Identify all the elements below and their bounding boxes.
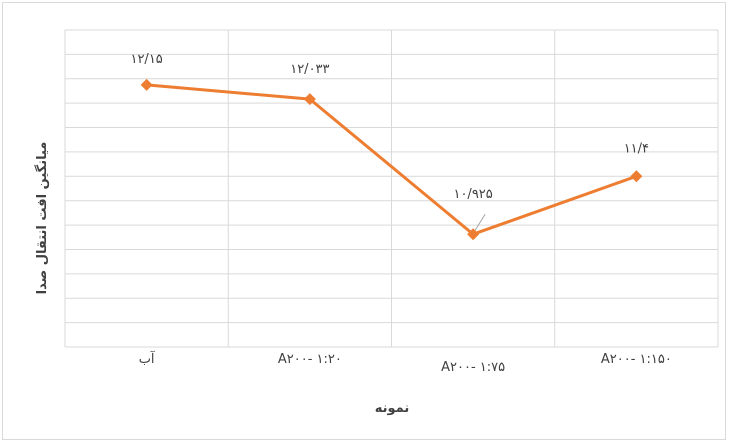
data-label: ۱۲/۰۳۳ (290, 62, 329, 77)
x-tick-label: آب (139, 350, 156, 367)
x-tick-label: A۲۰۰- ۱:۱۵۰ (601, 352, 672, 367)
data-label: ۱۲/۱۵ (130, 52, 162, 67)
gridlines (65, 30, 718, 347)
x-tick-labels: آب A۲۰۰- ۱:۲۰ A۲۰۰- ۱:۷۵ A۲۰۰- ۱:۱۵۰ (139, 350, 672, 375)
x-tick-label: A۲۰۰- ۱:۷۵ (441, 360, 505, 375)
data-point-marker (630, 170, 642, 182)
y-axis-title: میانگین افت انتقال صدا (34, 142, 50, 295)
x-axis-title: نمونه (375, 401, 410, 416)
x-tick-label: A۲۰۰- ۱:۲۰ (278, 352, 342, 367)
data-label: ۱۰/۹۲۵ (453, 187, 492, 202)
data-label-leaders (475, 214, 485, 230)
data-point-marker (141, 79, 153, 91)
data-label-leader (475, 214, 485, 230)
data-label: ۱۱/۴ (624, 141, 649, 156)
